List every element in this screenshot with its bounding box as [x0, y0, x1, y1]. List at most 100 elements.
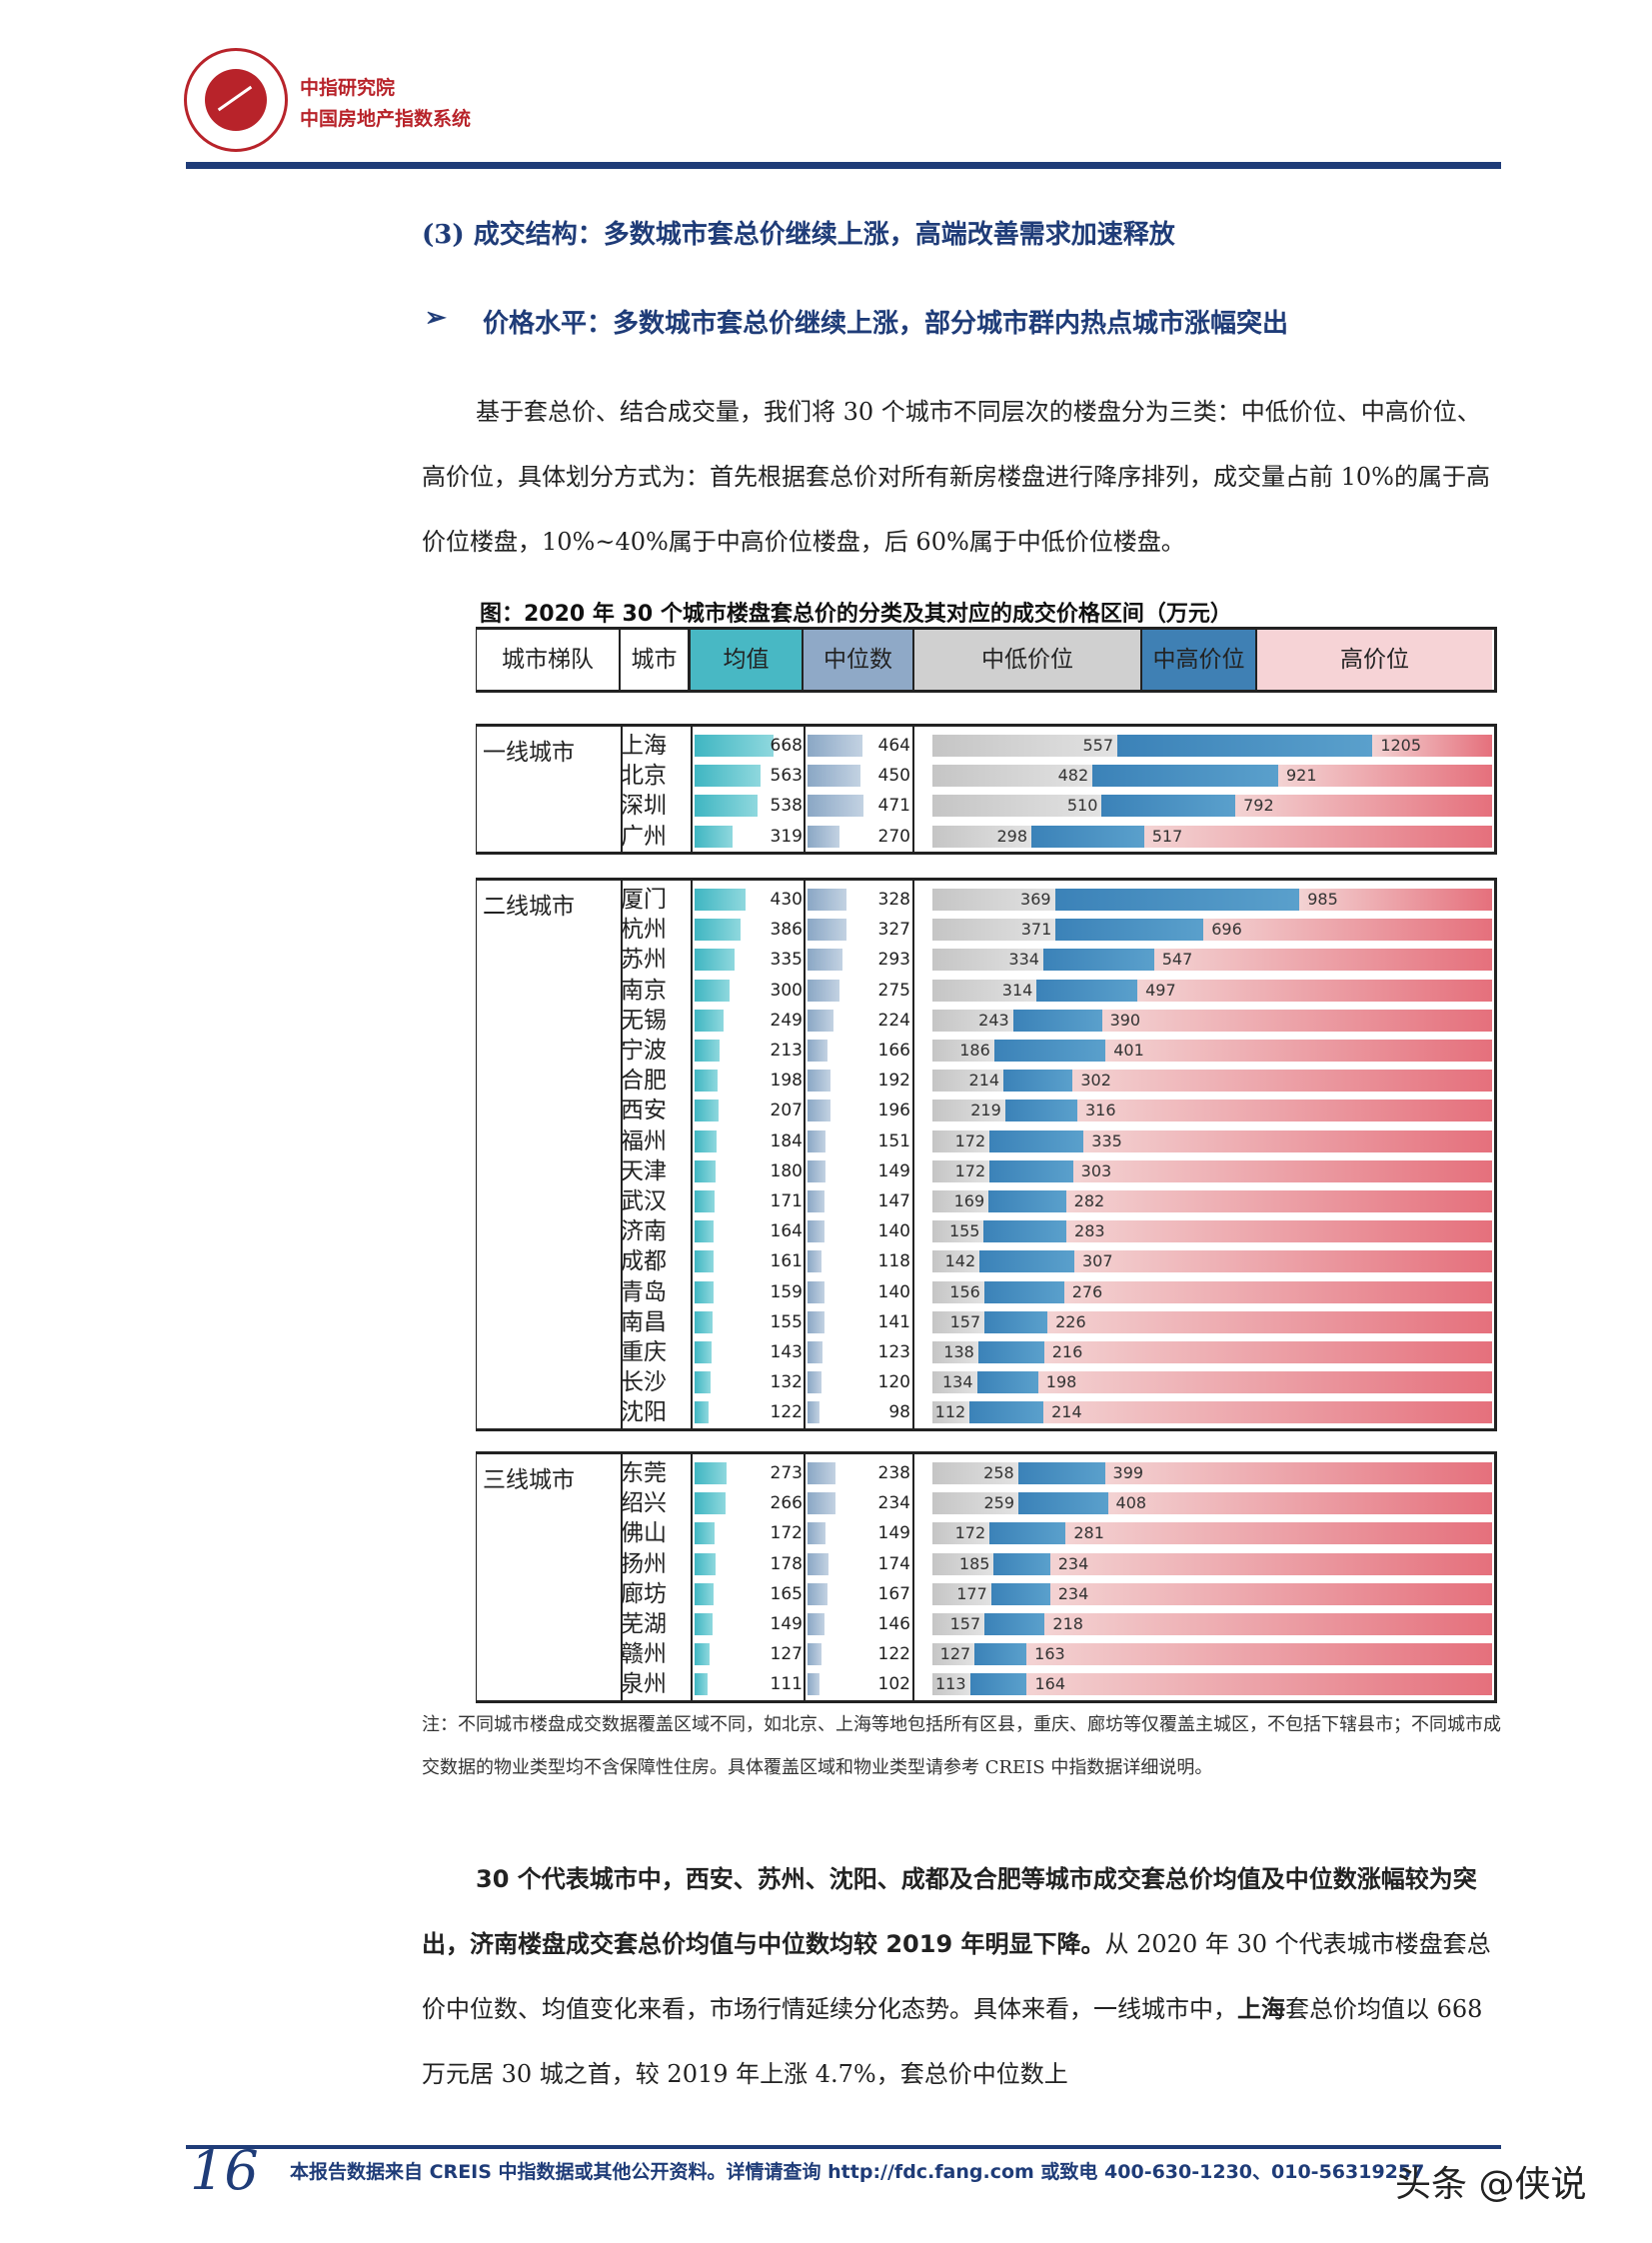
midhigh-range-bar	[983, 1220, 1066, 1243]
midhigh-range-bar	[1003, 1070, 1073, 1093]
mean-bar	[695, 1100, 720, 1122]
table-row: 无锡 249 224 243 390	[477, 1006, 1492, 1036]
high-threshold-value: 302	[1080, 1071, 1111, 1091]
mean-value: 184	[770, 1130, 803, 1151]
low-threshold-value: 155	[948, 1221, 980, 1241]
high-threshold-value: 198	[1045, 1372, 1077, 1392]
city-name: 绍兴	[621, 1490, 667, 1517]
mean-value: 319	[770, 826, 803, 847]
midhigh-range-bar	[1017, 1462, 1105, 1484]
midhigh-range-bar	[1018, 1492, 1108, 1515]
city-name: 青岛	[621, 1278, 667, 1305]
low-threshold-value: 112	[934, 1402, 966, 1422]
mean-bar	[695, 1129, 717, 1152]
col-header-mean: 均值	[691, 630, 804, 690]
analysis-text-2: 套总价均值以 668 万元居 30 城之首，较 2019 年上涨 4.7%，套总…	[422, 1995, 1483, 2088]
high-threshold-value: 164	[1034, 1674, 1066, 1694]
low-range-bar	[932, 795, 1102, 818]
high-threshold-value: 316	[1084, 1101, 1116, 1121]
mean-value: 668	[770, 736, 803, 756]
median-bar	[808, 979, 840, 1002]
low-threshold-value: 258	[983, 1463, 1014, 1482]
table-row: 绍兴 266 234 259 408	[477, 1488, 1492, 1518]
median-bar	[808, 919, 846, 942]
table-note: 注：不同城市楼盘成交数据覆盖区域不同，如北京、上海等地包括所有区县，重庆、廊坊等…	[422, 1714, 1501, 1778]
table-row: 福州 184 151 172 335	[477, 1126, 1492, 1156]
midhigh-range-bar	[984, 1613, 1045, 1635]
high-threshold-value: 408	[1115, 1493, 1147, 1513]
midhigh-range-bar	[989, 1159, 1073, 1182]
low-threshold-value: 127	[939, 1644, 971, 1664]
column-divider	[912, 727, 914, 852]
mean-value: 386	[770, 920, 803, 941]
low-threshold-value: 369	[1020, 890, 1051, 909]
high-range-bar	[1065, 1190, 1492, 1212]
midhigh-range-bar	[993, 1552, 1050, 1575]
high-threshold-value: 399	[1112, 1463, 1144, 1482]
low-threshold-value: 557	[1082, 736, 1114, 755]
median-value: 118	[877, 1251, 910, 1272]
median-value: 149	[877, 1523, 910, 1544]
median-value: 238	[877, 1463, 910, 1483]
table-row: 南昌 155 141 157 226	[477, 1307, 1492, 1337]
low-range-bar	[932, 919, 1056, 942]
low-range-bar	[932, 1159, 990, 1182]
low-range-bar	[932, 1673, 970, 1696]
median-bar	[808, 1100, 831, 1122]
high-range-bar	[1203, 919, 1492, 942]
mean-bar	[695, 1462, 728, 1484]
median-value: 149	[877, 1160, 910, 1181]
median-bar	[808, 1009, 834, 1032]
high-range-bar	[1235, 795, 1492, 818]
mean-bar	[695, 889, 746, 911]
city-name: 深圳	[621, 793, 667, 820]
median-bar	[808, 1220, 825, 1243]
column-divider	[804, 727, 806, 852]
col-header-midhigh: 中高价位	[1142, 630, 1257, 690]
high-threshold-value: 792	[1243, 796, 1274, 816]
median-value: 167	[877, 1583, 910, 1604]
city-name: 赣州	[621, 1641, 667, 1668]
low-threshold-value: 157	[949, 1311, 981, 1331]
column-divider	[621, 727, 623, 852]
city-name: 南京	[621, 977, 667, 1004]
low-range-bar	[932, 765, 1093, 788]
low-range-bar	[932, 1070, 1004, 1093]
low-range-bar	[932, 1100, 1005, 1122]
mean-bar	[695, 765, 762, 788]
mean-value: 161	[770, 1251, 803, 1272]
table-row: 广州 319 270 298 517	[477, 822, 1492, 852]
median-bar	[808, 1643, 823, 1666]
low-threshold-value: 169	[953, 1191, 985, 1210]
median-bar	[808, 1371, 823, 1394]
page-number: 16	[190, 2139, 259, 2202]
city-name: 扬州	[621, 1550, 667, 1577]
low-range-bar	[932, 1643, 975, 1666]
low-threshold-value: 134	[941, 1372, 973, 1392]
mean-bar	[695, 1582, 715, 1605]
watermark: 头条 @侠说	[1395, 2164, 1587, 2205]
median-value: 98	[888, 1402, 910, 1423]
mean-value: 300	[770, 980, 803, 1001]
high-range-bar	[1153, 949, 1492, 972]
midhigh-range-bar	[977, 1341, 1044, 1363]
city-name: 北京	[621, 763, 667, 790]
high-threshold-value: 234	[1057, 1583, 1089, 1603]
high-threshold-value: 921	[1285, 766, 1317, 786]
analysis-paragraph: 30 个代表城市中，西安、苏州、沈阳、成都及合肥等城市成交套总价均值及中位数涨幅…	[422, 1847, 1501, 2107]
high-range-bar	[1101, 1009, 1492, 1032]
org-logo	[184, 48, 288, 152]
analysis-text-1: 从 2020 年 30 个代表城市楼盘套总价中位数、均值变化来看，市场行情延续分…	[422, 1930, 1491, 2023]
city-name: 合肥	[621, 1068, 667, 1095]
midhigh-range-bar	[1101, 795, 1236, 818]
city-name: 长沙	[621, 1369, 667, 1396]
mean-value: 159	[770, 1281, 803, 1302]
low-threshold-value: 186	[959, 1041, 990, 1060]
mean-bar	[695, 919, 741, 942]
midhigh-range-bar	[983, 1280, 1064, 1303]
mean-bar	[695, 1341, 712, 1363]
city-name: 福州	[621, 1127, 667, 1154]
table-row: 苏州 335 293 334 547	[477, 945, 1492, 975]
high-threshold-value: 218	[1052, 1614, 1083, 1633]
high-range-bar	[1049, 1582, 1492, 1605]
